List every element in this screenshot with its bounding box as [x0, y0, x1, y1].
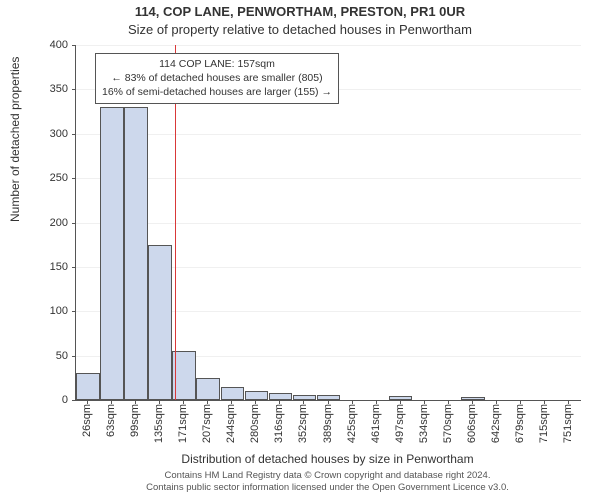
ytick-mark: [72, 356, 76, 357]
ytick-mark: [72, 223, 76, 224]
callout-line: ← 83% of detached houses are smaller (80…: [102, 71, 332, 85]
ytick-label: 300: [28, 128, 68, 140]
xtick-label: 497sqm: [394, 404, 406, 443]
xtick-label: 280sqm: [249, 404, 261, 443]
ytick-label: 400: [28, 39, 68, 51]
ytick-mark: [72, 267, 76, 268]
histogram-bar: [148, 245, 172, 400]
chart-title-description: Size of property relative to detached ho…: [0, 22, 600, 37]
callout-box: 114 COP LANE: 157sqm← 83% of detached ho…: [95, 53, 339, 104]
histogram-bar: [76, 373, 100, 400]
gridline: [76, 178, 581, 179]
xtick-label: 534sqm: [418, 404, 430, 443]
xtick-label: 425sqm: [346, 404, 358, 443]
ytick-mark: [72, 134, 76, 135]
histogram-bar: [389, 396, 413, 400]
gridline: [76, 223, 581, 224]
ytick-mark: [72, 400, 76, 401]
chart-title-address: 114, COP LANE, PENWORTHAM, PRESTON, PR1 …: [0, 4, 600, 19]
callout-line: 114 COP LANE: 157sqm: [102, 57, 332, 71]
ytick-label: 50: [28, 350, 68, 362]
histogram-bar: [172, 351, 196, 400]
ytick-label: 150: [28, 261, 68, 273]
histogram-bar: [269, 393, 293, 400]
xtick-label: 352sqm: [297, 404, 309, 443]
xtick-label: 715sqm: [538, 404, 550, 443]
ytick-label: 350: [28, 83, 68, 95]
ytick-label: 200: [28, 217, 68, 229]
histogram-bar: [221, 387, 245, 400]
histogram-bar: [100, 107, 124, 400]
gridline: [76, 134, 581, 135]
ytick-mark: [72, 89, 76, 90]
gridline: [76, 45, 581, 46]
histogram-bar: [245, 391, 269, 400]
histogram-bar: [124, 107, 148, 400]
histogram-bar: [461, 397, 485, 400]
histogram-bar: [293, 395, 317, 400]
xtick-label: 679sqm: [514, 404, 526, 443]
xtick-label: 316sqm: [273, 404, 285, 443]
xtick-label: 207sqm: [201, 404, 213, 443]
xtick-label: 606sqm: [466, 404, 478, 443]
xtick-label: 751sqm: [562, 404, 574, 443]
ytick-label: 250: [28, 172, 68, 184]
xtick-label: 244sqm: [225, 404, 237, 443]
histogram-bar: [196, 378, 220, 400]
ytick-mark: [72, 45, 76, 46]
xtick-label: 63sqm: [105, 404, 117, 437]
callout-line: 16% of semi-detached houses are larger (…: [102, 85, 332, 99]
chart-container: 114, COP LANE, PENWORTHAM, PRESTON, PR1 …: [0, 0, 600, 500]
xtick-label: 26sqm: [81, 404, 93, 437]
xtick-label: 461sqm: [370, 404, 382, 443]
attribution-text: Contains HM Land Registry data © Crown c…: [75, 470, 580, 494]
y-axis-label: Number of detached properties: [8, 57, 22, 222]
xtick-label: 135sqm: [153, 404, 165, 443]
attribution-line1: Contains HM Land Registry data © Crown c…: [75, 470, 580, 482]
xtick-label: 171sqm: [177, 404, 189, 443]
ytick-label: 100: [28, 305, 68, 317]
xtick-label: 389sqm: [322, 404, 334, 443]
ytick-mark: [72, 311, 76, 312]
attribution-line2: Contains public sector information licen…: [75, 482, 580, 494]
xtick-label: 570sqm: [442, 404, 454, 443]
xtick-label: 99sqm: [129, 404, 141, 437]
x-axis-label: Distribution of detached houses by size …: [75, 452, 580, 466]
xtick-label: 642sqm: [490, 404, 502, 443]
ytick-mark: [72, 178, 76, 179]
ytick-label: 0: [28, 394, 68, 406]
